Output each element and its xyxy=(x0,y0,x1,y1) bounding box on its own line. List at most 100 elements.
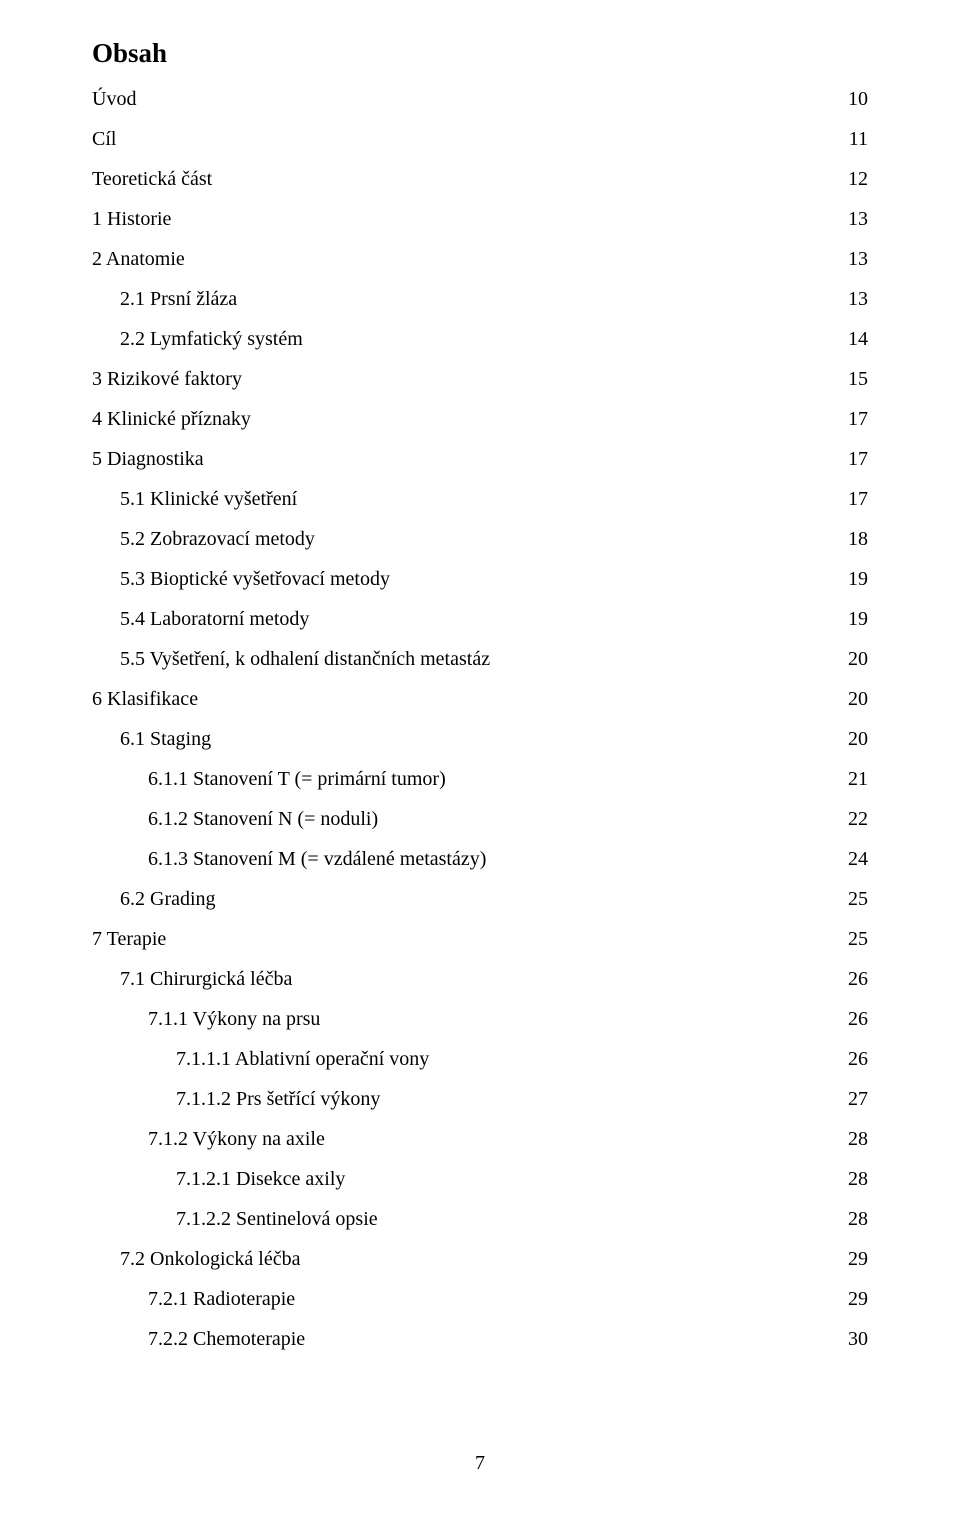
toc-entry-label: 5.1 Klinické vyšetření xyxy=(120,489,297,509)
toc-entry-label: 7.1.1.1 Ablativní operační vony xyxy=(176,1049,429,1069)
toc-entry-label: 7.2.1 Radioterapie xyxy=(148,1289,295,1309)
toc-entry-page: 28 xyxy=(848,1209,868,1229)
toc-heading: Obsah xyxy=(92,40,868,67)
toc-entry-label: 7.1.1 Výkony na prsu xyxy=(148,1009,320,1029)
toc-entry-page: 26 xyxy=(848,1009,868,1029)
toc-entry-label: 7.1.1.2 Prs šetřící výkony xyxy=(176,1089,380,1109)
toc-entry: 2 Anatomie 13 xyxy=(92,249,868,269)
toc-entry-page: 28 xyxy=(848,1129,868,1149)
toc-entry: 7.1.1.2 Prs šetřící výkony 27 xyxy=(92,1089,868,1109)
toc-entry: Teoretická část 12 xyxy=(92,169,868,189)
toc-entry-page: 26 xyxy=(848,969,868,989)
toc-entry: 7.1 Chirurgická léčba 26 xyxy=(92,969,868,989)
toc-entry-label: 5.3 Bioptické vyšetřovací metody xyxy=(120,569,390,589)
toc-entry-page: 13 xyxy=(848,209,868,229)
toc-entry-label: 2.1 Prsní žláza xyxy=(120,289,237,309)
toc-entry-label: 5.5 Vyšetření, k odhalení distančních me… xyxy=(120,649,490,669)
toc-entry-page: 13 xyxy=(848,289,868,309)
toc-entry-page: 28 xyxy=(848,1169,868,1189)
toc-entry-label: 7.1.2 Výkony na axile xyxy=(148,1129,325,1149)
toc-entry: 6.1 Staging 20 xyxy=(92,729,868,749)
toc-entry: 6 Klasifikace 20 xyxy=(92,689,868,709)
toc-entry-page: 20 xyxy=(848,729,868,749)
toc-entry: 7.1.2.2 Sentinelová opsie 28 xyxy=(92,1209,868,1229)
toc-entry-page: 22 xyxy=(848,809,868,829)
toc-entry-page: 20 xyxy=(848,689,868,709)
toc-entry-label: 6.1.1 Stanovení T (= primární tumor) xyxy=(148,769,446,789)
toc-entry: 3 Rizikové faktory 15 xyxy=(92,369,868,389)
toc-entry-label: 7.2.2 Chemoterapie xyxy=(148,1329,305,1349)
toc-entry-page: 24 xyxy=(848,849,868,869)
toc-entry-label: 4 Klinické příznaky xyxy=(92,409,251,429)
toc-entry-page: 15 xyxy=(848,369,868,389)
toc-entry: 2.1 Prsní žláza 13 xyxy=(92,289,868,309)
toc-entry-label: 6 Klasifikace xyxy=(92,689,198,709)
toc-entry: 5.4 Laboratorní metody 19 xyxy=(92,609,868,629)
toc-entry: 5 Diagnostika 17 xyxy=(92,449,868,469)
toc-entry: 5.1 Klinické vyšetření 17 xyxy=(92,489,868,509)
toc-entry: 7.2.1 Radioterapie 29 xyxy=(92,1289,868,1309)
toc-entry-page: 18 xyxy=(848,529,868,549)
toc-entry: 1 Historie 13 xyxy=(92,209,868,229)
toc-entry: 7.2.2 Chemoterapie 30 xyxy=(92,1329,868,1349)
toc-entry-label: 6.1.3 Stanovení M (= vzdálené metastázy) xyxy=(148,849,486,869)
toc-entry-page: 14 xyxy=(848,329,868,349)
toc-entry-page: 21 xyxy=(848,769,868,789)
toc-entry-label: Úvod xyxy=(92,89,136,109)
toc-entry-page: 29 xyxy=(848,1249,868,1269)
toc-entry: 7.2 Onkologická léčba 29 xyxy=(92,1249,868,1269)
toc-entry-page: 17 xyxy=(848,409,868,429)
toc-entry-label: 7.1.2.2 Sentinelová opsie xyxy=(176,1209,378,1229)
toc-entry-label: 1 Historie xyxy=(92,209,171,229)
toc-entry-label: 2 Anatomie xyxy=(92,249,185,269)
toc-entry-page: 10 xyxy=(848,89,868,109)
document-page: Obsah Úvod 10 Cíl 11 Teoretická část 12 1 Hist… xyxy=(0,0,960,1515)
toc-entry: Úvod 10 xyxy=(92,89,868,109)
toc-entry-label: 7.1.2.1 Disekce axily xyxy=(176,1169,345,1189)
toc-list: Úvod 10 Cíl 11 Teoretická část 12 1 Historie 13… xyxy=(92,89,868,1349)
toc-entry-label: 5 Diagnostika xyxy=(92,449,204,469)
toc-entry: 7.1.1.1 Ablativní operační vony 26 xyxy=(92,1049,868,1069)
toc-entry-page: 11 xyxy=(849,129,868,149)
toc-entry-page: 13 xyxy=(848,249,868,269)
toc-entry-label: 2.2 Lymfatický systém xyxy=(120,329,303,349)
toc-entry-page: 19 xyxy=(848,569,868,589)
toc-entry-page: 26 xyxy=(848,1049,868,1069)
toc-entry: 7 Terapie 25 xyxy=(92,929,868,949)
toc-entry-page: 25 xyxy=(848,889,868,909)
toc-entry: 6.1.3 Stanovení M (= vzdálené metastázy)… xyxy=(92,849,868,869)
toc-entry: 7.1.2 Výkony na axile 28 xyxy=(92,1129,868,1149)
page-number: 7 xyxy=(0,1453,960,1473)
toc-entry-label: 7.2 Onkologická léčba xyxy=(120,1249,301,1269)
toc-entry-page: 17 xyxy=(848,449,868,469)
toc-entry-page: 30 xyxy=(848,1329,868,1349)
toc-entry-label: 5.2 Zobrazovací metody xyxy=(120,529,315,549)
toc-entry-page: 25 xyxy=(848,929,868,949)
toc-entry: 5.3 Bioptické vyšetřovací metody 19 xyxy=(92,569,868,589)
toc-entry-page: 27 xyxy=(848,1089,868,1109)
toc-entry-label: Cíl xyxy=(92,129,116,149)
toc-entry-label: 6.1 Staging xyxy=(120,729,211,749)
toc-entry-page: 12 xyxy=(848,169,868,189)
toc-entry-page: 17 xyxy=(848,489,868,509)
toc-entry-label: 7 Terapie xyxy=(92,929,166,949)
toc-entry: 6.2 Grading 25 xyxy=(92,889,868,909)
toc-entry: 7.1.1 Výkony na prsu 26 xyxy=(92,1009,868,1029)
toc-entry-page: 19 xyxy=(848,609,868,629)
toc-entry: 4 Klinické příznaky 17 xyxy=(92,409,868,429)
toc-entry: Cíl 11 xyxy=(92,129,868,149)
toc-entry-label: 5.4 Laboratorní metody xyxy=(120,609,309,629)
toc-entry-label: 7.1 Chirurgická léčba xyxy=(120,969,292,989)
toc-entry-page: 29 xyxy=(848,1289,868,1309)
toc-entry-page: 20 xyxy=(848,649,868,669)
toc-entry: 6.1.2 Stanovení N (= noduli) 22 xyxy=(92,809,868,829)
toc-entry-label: 6.2 Grading xyxy=(120,889,216,909)
toc-entry-label: 6.1.2 Stanovení N (= noduli) xyxy=(148,809,378,829)
toc-entry: 6.1.1 Stanovení T (= primární tumor) 21 xyxy=(92,769,868,789)
toc-entry: 2.2 Lymfatický systém 14 xyxy=(92,329,868,349)
toc-entry: 7.1.2.1 Disekce axily 28 xyxy=(92,1169,868,1189)
toc-entry-label: Teoretická část xyxy=(92,169,212,189)
toc-entry: 5.5 Vyšetření, k odhalení distančních me… xyxy=(92,649,868,669)
toc-entry: 5.2 Zobrazovací metody 18 xyxy=(92,529,868,549)
toc-entry-label: 3 Rizikové faktory xyxy=(92,369,242,389)
